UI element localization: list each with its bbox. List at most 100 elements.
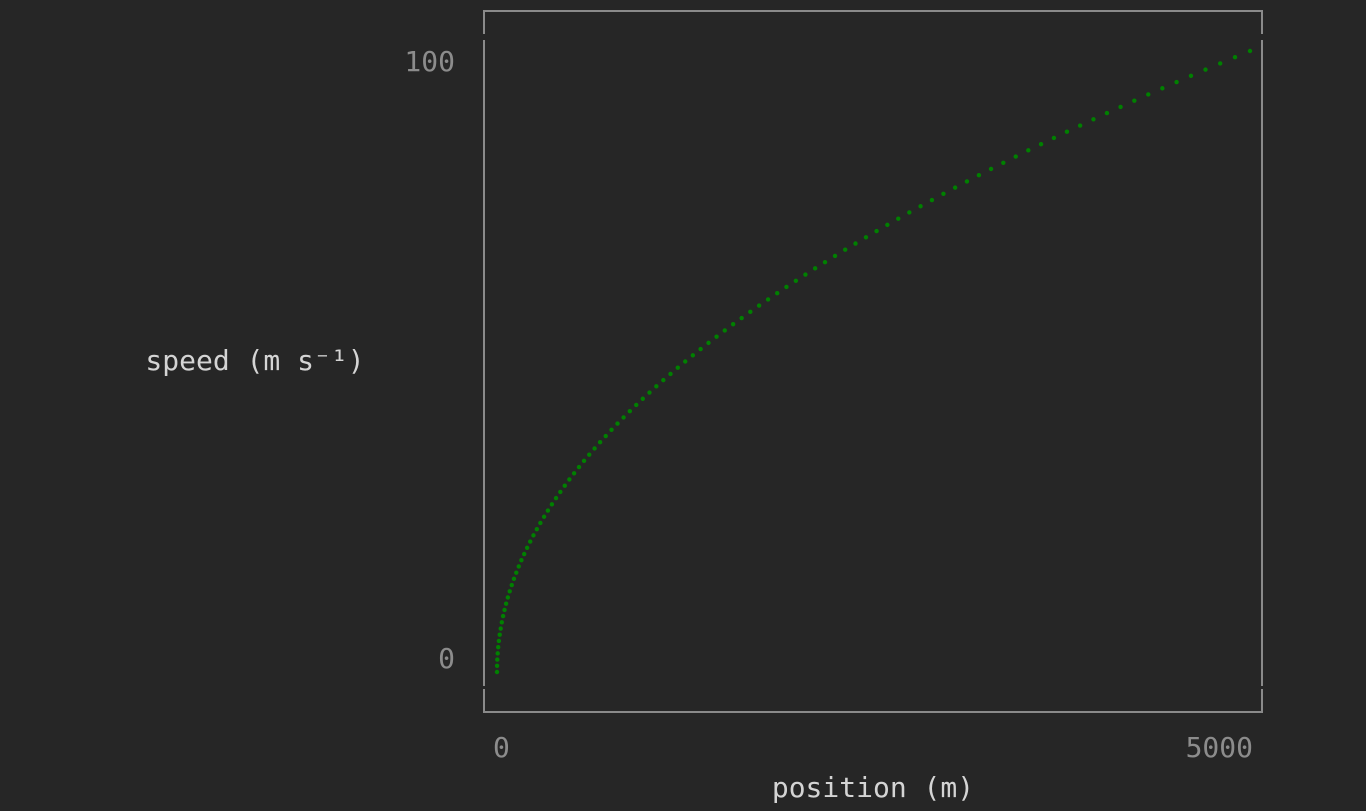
data-point	[495, 657, 500, 662]
data-point	[494, 669, 500, 675]
data-point	[1118, 104, 1123, 110]
data-point	[1013, 154, 1018, 159]
data-point	[1051, 135, 1057, 141]
data-point	[534, 526, 540, 532]
data-point	[592, 446, 597, 451]
data-point	[553, 495, 559, 501]
data-point	[739, 315, 744, 321]
data-point	[1146, 92, 1151, 97]
data-point	[822, 259, 828, 265]
data-point	[756, 303, 762, 308]
data-point	[988, 166, 994, 172]
data-point	[507, 589, 512, 594]
data-point	[497, 632, 502, 637]
data-point	[774, 290, 780, 296]
data-point	[505, 595, 511, 600]
data-point	[842, 247, 848, 252]
x-tick-label: 0	[493, 731, 510, 764]
data-point	[1247, 48, 1253, 54]
data-point	[567, 477, 572, 482]
data-point	[603, 433, 608, 439]
y-tick-label: 100	[404, 45, 455, 78]
data-point	[587, 452, 592, 457]
data-point	[714, 334, 719, 339]
data-point	[661, 377, 666, 383]
data-point	[1160, 86, 1165, 91]
data-point	[581, 458, 587, 464]
data-point	[503, 601, 509, 606]
data-point	[558, 489, 563, 495]
data-point	[730, 322, 736, 327]
data-point	[941, 191, 946, 197]
data-point	[1026, 148, 1031, 153]
data-point	[832, 253, 838, 259]
data-point	[812, 266, 818, 271]
data-point	[964, 179, 970, 184]
y-tick-label: 0	[438, 642, 455, 675]
data-point	[1174, 79, 1179, 85]
x-axis-label: position (m)	[772, 771, 974, 804]
data-point	[549, 502, 555, 507]
data-point	[528, 539, 533, 544]
data-point	[495, 651, 500, 656]
data-point	[765, 297, 771, 302]
data-point	[562, 483, 567, 488]
data-point	[698, 346, 703, 352]
data-point	[545, 508, 551, 513]
data-point	[541, 514, 547, 519]
data-point	[803, 272, 808, 277]
data-point	[1132, 98, 1137, 103]
plot-frame-bottom	[483, 689, 1263, 713]
data-point	[597, 440, 603, 445]
data-point	[519, 558, 524, 563]
data-point	[784, 284, 789, 290]
data-point	[634, 402, 639, 408]
y-axis-label: speed (m s⁻¹)	[145, 344, 364, 377]
data-point	[615, 421, 620, 426]
data-point	[538, 520, 543, 526]
data-point	[496, 638, 502, 644]
data-point	[1232, 55, 1238, 60]
data-point	[722, 328, 727, 333]
data-point	[496, 644, 501, 650]
data-point	[1038, 141, 1044, 147]
data-point	[952, 185, 958, 190]
data-point	[511, 576, 517, 582]
data-point	[576, 464, 582, 470]
data-point	[668, 371, 673, 377]
data-point	[531, 533, 536, 538]
data-point	[885, 222, 890, 228]
data-point	[521, 551, 527, 557]
data-point	[640, 396, 645, 401]
data-point	[1091, 117, 1096, 122]
data-point	[1064, 129, 1070, 134]
data-point	[516, 564, 521, 569]
data-point	[509, 582, 514, 588]
data-point	[621, 415, 626, 420]
data-point	[929, 197, 935, 203]
data-point	[874, 228, 879, 234]
data-point	[499, 620, 505, 625]
data-point	[494, 663, 500, 668]
data-point	[1104, 110, 1110, 116]
data-point	[514, 570, 519, 575]
data-point	[647, 390, 652, 395]
data-point	[654, 384, 659, 389]
data-point	[498, 626, 503, 631]
plot-frame-top	[483, 10, 1263, 34]
data-point	[1077, 123, 1083, 128]
data-point	[918, 204, 923, 209]
data-point	[500, 613, 506, 619]
data-point	[690, 353, 696, 358]
data-point	[627, 408, 633, 414]
data-point	[863, 235, 869, 240]
data-point	[502, 607, 507, 613]
data-point	[1217, 61, 1223, 66]
data-point	[907, 210, 912, 215]
data-point	[896, 216, 901, 221]
data-point	[609, 427, 614, 433]
data-point	[1001, 160, 1006, 165]
data-point	[748, 309, 753, 315]
